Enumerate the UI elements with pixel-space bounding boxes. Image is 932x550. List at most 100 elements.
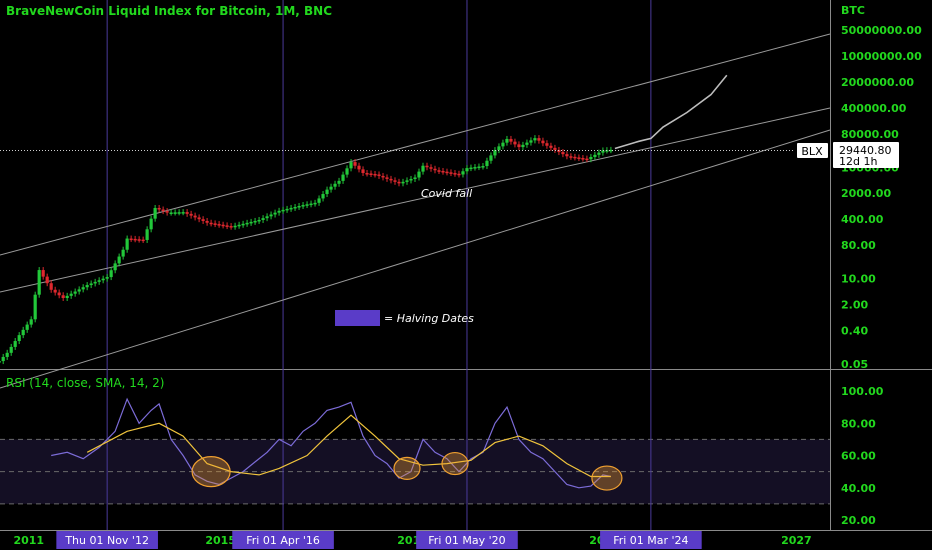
rsi-highlight-circles — [191, 451, 623, 491]
rsi-tick-label: 40.00 — [841, 482, 876, 495]
rsi-tick-label: 60.00 — [841, 450, 876, 463]
price-candle — [329, 186, 333, 190]
price-candle — [221, 224, 225, 227]
price-candle — [205, 220, 209, 223]
price-candle — [441, 170, 445, 173]
price-candle — [85, 285, 89, 288]
rsi-highlight-circle — [191, 456, 231, 488]
covid-annotation: Covid fall — [421, 187, 472, 200]
price-candle — [97, 280, 101, 282]
price-candle — [133, 238, 137, 241]
price-candle — [449, 172, 453, 174]
price-candle — [0, 361, 1, 363]
price-candle — [593, 154, 597, 158]
halving-date-tag — [232, 531, 334, 549]
price-candle — [525, 142, 529, 145]
rsi-highlight-circle — [393, 456, 421, 480]
halving-date-label: Fri 01 Mar '24 — [613, 534, 688, 547]
price-tick-label: 80000.00 — [841, 128, 899, 141]
projection-line — [614, 74, 728, 150]
price-candle — [561, 152, 565, 155]
price-candle — [497, 146, 501, 151]
price-candle — [345, 168, 349, 175]
rsi-lines — [51, 397, 612, 489]
price-candle — [229, 226, 233, 228]
price-candle — [337, 180, 341, 184]
price-candle — [193, 215, 197, 218]
halving-date-tag — [56, 531, 158, 549]
price-candle — [321, 194, 325, 199]
price-candle — [385, 177, 389, 179]
rsi-line — [51, 397, 612, 489]
price-tick-label: 0.05 — [841, 358, 868, 371]
price-candle — [501, 142, 505, 147]
price-candle — [165, 211, 169, 213]
price-candle — [473, 167, 477, 169]
price-tick-label: 10.00 — [841, 273, 876, 286]
price-candle — [341, 174, 345, 181]
price-candle — [45, 276, 49, 284]
price-candle — [349, 162, 353, 169]
price-candle — [297, 206, 301, 208]
price-candle — [185, 212, 189, 214]
price-candle — [257, 219, 261, 222]
price-candle — [237, 224, 241, 227]
price-candle — [249, 221, 253, 224]
price-candle — [369, 173, 373, 176]
rsi-tick-label: 20.00 — [841, 514, 876, 527]
halving-date-label: Thu 01 Nov '12 — [64, 534, 149, 547]
channel-lines — [0, 33, 831, 389]
price-candle — [301, 205, 305, 207]
price-candle — [245, 222, 249, 225]
price-candle — [209, 222, 213, 225]
halving-date-label: Fri 01 May '20 — [428, 534, 505, 547]
price-candle — [461, 171, 465, 175]
price-candle — [365, 173, 369, 175]
channel-lower-line — [0, 129, 831, 389]
price-candle — [417, 171, 421, 178]
price-candle — [405, 180, 409, 182]
price-candle — [397, 181, 401, 184]
price-candle — [197, 217, 201, 220]
price-candle — [269, 214, 273, 217]
symbol-tag-bg — [797, 143, 828, 158]
price-candle — [109, 270, 113, 278]
price-candle — [73, 291, 77, 294]
price-candle — [21, 329, 25, 336]
price-candle — [541, 140, 545, 144]
currency-label: BTC — [841, 4, 865, 17]
price-candle — [121, 249, 125, 257]
price-candle — [77, 289, 81, 292]
price-candle — [389, 178, 393, 181]
price-tick-label: 10000000.00 — [841, 50, 922, 63]
price-candle — [573, 156, 577, 159]
price-candle — [509, 138, 513, 142]
rsi-highlight-circle — [591, 465, 623, 491]
price-candle — [589, 157, 593, 160]
price-candle — [357, 165, 361, 170]
rsi-tick-label: 80.00 — [841, 417, 876, 430]
price-candle — [577, 157, 581, 159]
legend-label: = Halving Dates — [384, 312, 474, 325]
price-candle — [157, 207, 161, 210]
price-candle — [17, 335, 21, 342]
price-candle — [317, 198, 321, 203]
price-candle — [425, 165, 429, 168]
price-candle — [517, 144, 521, 148]
price-candle — [137, 239, 141, 241]
price-candle — [537, 138, 541, 141]
price-candle — [553, 147, 557, 150]
price-candle — [309, 203, 313, 206]
price-candle — [433, 168, 437, 171]
price-candle — [181, 212, 185, 214]
price-candle — [117, 256, 121, 264]
price-candle — [189, 213, 193, 216]
price-candle — [169, 212, 173, 214]
price-candle — [413, 177, 417, 180]
price-tick-label: 2.00 — [841, 299, 868, 312]
channel-middle-line — [0, 107, 831, 293]
price-tick-label: 2000.00 — [841, 187, 891, 200]
price-candle — [489, 155, 493, 161]
price-candle — [49, 283, 53, 290]
price-candle — [5, 352, 9, 357]
